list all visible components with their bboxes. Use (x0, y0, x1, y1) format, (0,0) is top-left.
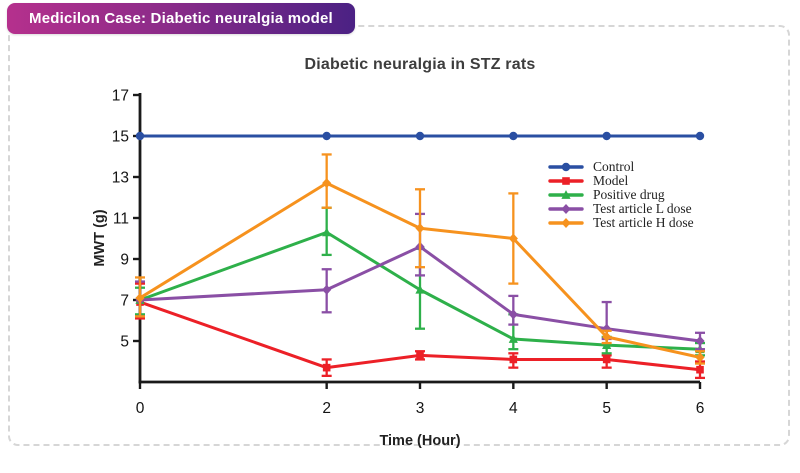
legend-swatch-icon (548, 177, 584, 185)
svg-text:9: 9 (120, 252, 129, 269)
chart-title: Diabetic neuralgia in STZ rats (304, 56, 536, 73)
svg-text:5: 5 (602, 400, 611, 417)
legend-item-test-article-h-dose: Test article H dose (548, 215, 694, 230)
legend-label: Test article H dose (593, 215, 694, 230)
legend-swatch-icon (548, 218, 584, 228)
case-header-badge: Medicilon Case: Diabetic neuralgia model (7, 3, 355, 34)
svg-text:6: 6 (696, 400, 705, 417)
x-axis-label: Time (Hour) (379, 433, 461, 449)
chart-legend: Control Model Positive drug Test article L … (548, 159, 694, 230)
svg-text:0: 0 (136, 400, 145, 417)
svg-text:15: 15 (112, 129, 129, 146)
svg-text:11: 11 (113, 211, 129, 228)
svg-text:13: 13 (112, 170, 129, 187)
legend-item-test-article-l-dose: Test article L dose (548, 201, 694, 216)
legend-item-control: Control (548, 159, 694, 174)
legend-label: Test article L dose (593, 201, 692, 216)
legend-swatch-icon (548, 204, 584, 214)
series-test-article-h-dose (135, 153, 705, 365)
legend-label: Model (593, 173, 629, 188)
legend-label: Positive drug (593, 187, 665, 202)
series-model (135, 282, 705, 380)
legend-label: Control (593, 159, 635, 174)
legend-swatch-icon (548, 162, 584, 172)
series-test-article-l-dose (135, 212, 705, 351)
svg-text:3: 3 (416, 400, 425, 417)
legend-swatch-icon (548, 190, 584, 199)
svg-text:4: 4 (509, 400, 518, 417)
series-control (135, 131, 705, 141)
svg-text:2: 2 (322, 400, 331, 417)
legend-item-positive-drug: Positive drug (548, 187, 694, 202)
case-header-title: Medicilon Case: Diabetic neuralgia model (29, 10, 333, 27)
svg-text:17: 17 (112, 88, 129, 105)
svg-text:5: 5 (120, 334, 129, 351)
svg-text:7: 7 (120, 293, 129, 310)
legend-item-model: Model (548, 173, 694, 188)
